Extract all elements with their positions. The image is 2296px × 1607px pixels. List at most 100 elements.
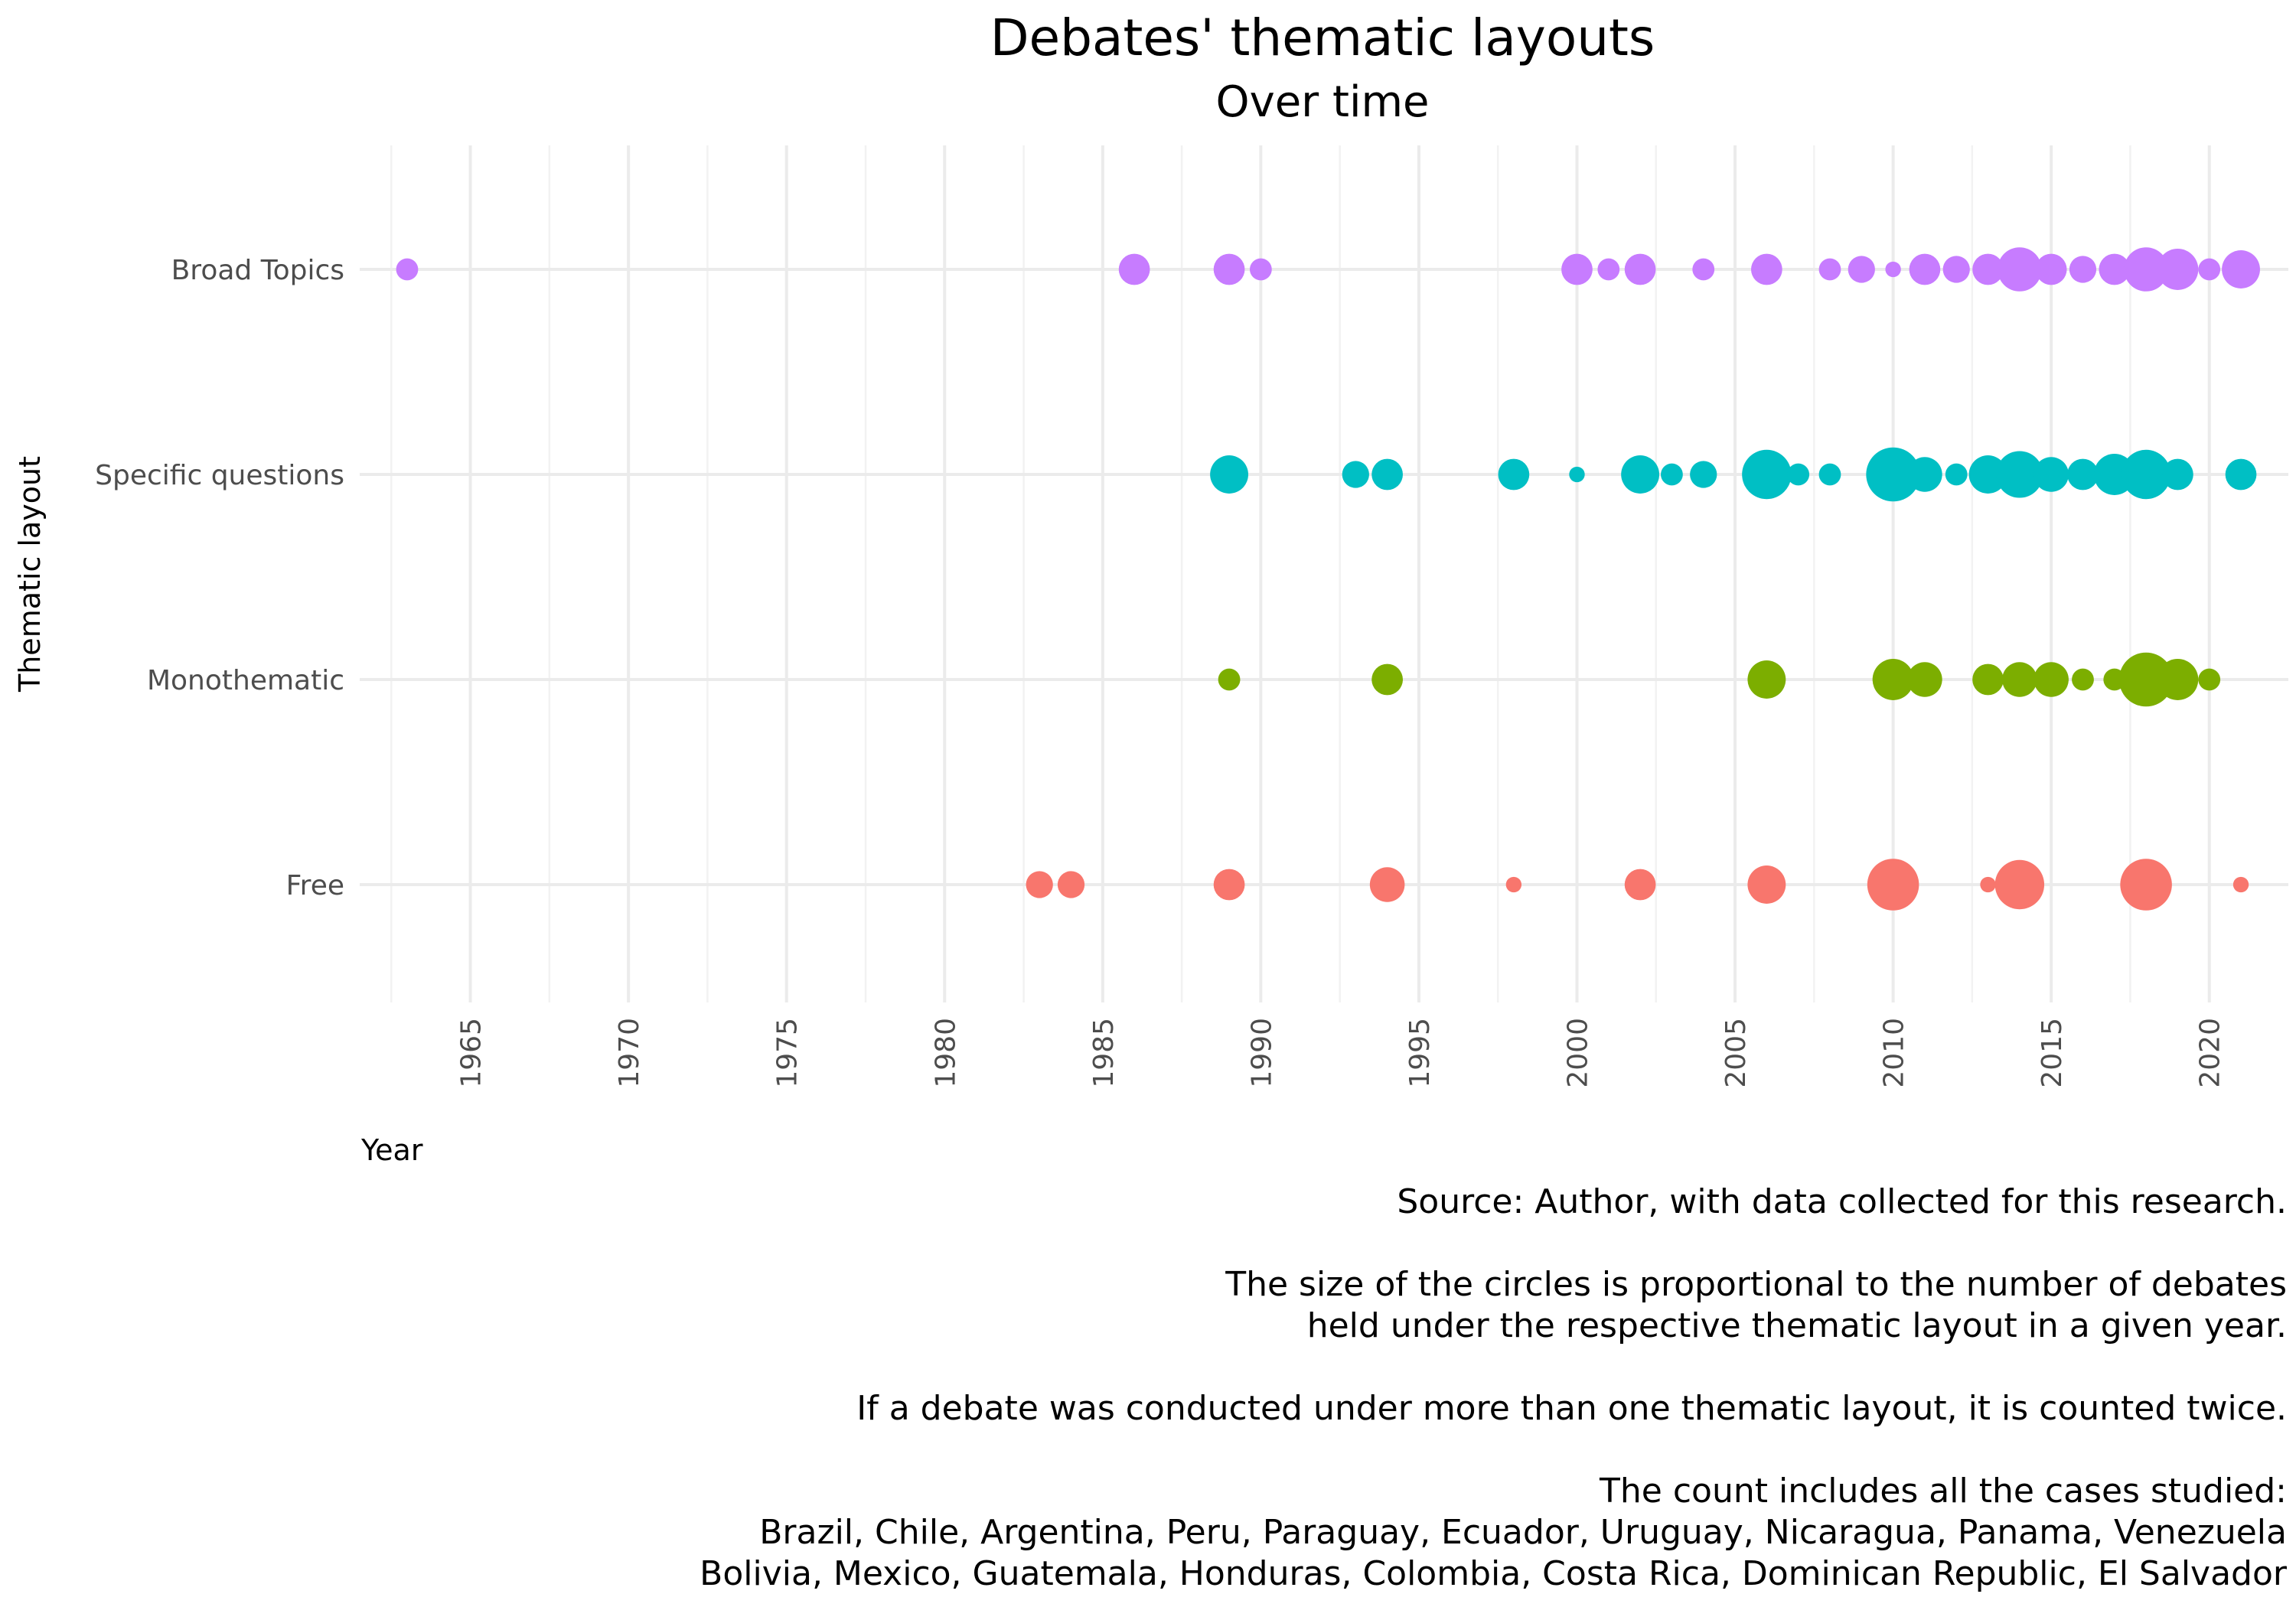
x-tick-label: 2015 — [2037, 1018, 2068, 1088]
x-axis-ticks: 1965 1970 1975 1980 1985 1990 1995 2000 2005 2010… — [456, 1018, 2226, 1088]
x-tick-label: 2010 — [1879, 1018, 1910, 1088]
data-point — [2072, 668, 2094, 691]
data-point — [1742, 449, 1792, 500]
data-point — [2124, 247, 2168, 292]
data-point — [1597, 258, 1620, 281]
x-tick-label: 1980 — [930, 1018, 961, 1088]
y-axis-ticks: Broad Topics Specific questions Monothemat… — [95, 255, 344, 901]
chart-title: Debates' thematic layouts — [990, 8, 1655, 67]
x-tick-label: 1995 — [1404, 1018, 1436, 1088]
data-point — [1498, 458, 1530, 491]
data-point — [1747, 865, 1786, 904]
caption-line: The count includes all the cases studied… — [1599, 1472, 2287, 1511]
data-point — [1872, 659, 1914, 700]
data-point — [2035, 253, 2067, 285]
data-point — [1907, 457, 1942, 492]
data-point — [1342, 461, 1369, 488]
y-tick-label: Monothematic — [147, 665, 344, 696]
data-point — [1057, 871, 1085, 898]
data-point — [2099, 253, 2131, 285]
data-point — [1371, 458, 1403, 491]
data-point — [2067, 458, 2099, 491]
data-point — [1218, 668, 1241, 691]
data-point — [1747, 660, 1786, 699]
data-point — [1942, 256, 1970, 283]
caption-line: If a debate was conducted under more tha… — [856, 1389, 2287, 1428]
caption-line: Source: Author, with data collected for … — [1397, 1182, 2287, 1221]
caption-line: Bolivia, Mexico, Guatemala, Honduras, Co… — [700, 1554, 2288, 1593]
caption-line: The size of the circles is proportional … — [1225, 1265, 2287, 1304]
data-point — [2033, 662, 2069, 697]
data-point — [1818, 258, 1841, 281]
data-point — [2198, 668, 2221, 691]
data-point — [1750, 253, 1782, 285]
data-point — [2069, 256, 2097, 283]
data-point — [1885, 261, 1901, 278]
data-point — [1866, 447, 1920, 502]
data-point — [1998, 247, 2042, 292]
data-point — [2002, 662, 2037, 697]
data-point — [2222, 250, 2260, 288]
x-tick-label: 2000 — [1562, 1018, 1593, 1088]
caption-line: Brazil, Chile, Argentina, Peru, Paraguay… — [759, 1513, 2287, 1552]
grid-lines — [360, 145, 2288, 1002]
data-point — [2033, 457, 2069, 492]
data-point — [396, 258, 419, 281]
data-point — [2120, 859, 2172, 911]
data-point — [2121, 449, 2171, 500]
x-tick-label: 2005 — [1720, 1018, 1752, 1088]
data-point — [1690, 461, 1717, 488]
data-point — [1624, 869, 1656, 901]
data-point — [1787, 463, 1810, 486]
data-point — [2157, 249, 2199, 290]
y-axis-label: Thematic layout — [13, 456, 47, 693]
data-point — [1621, 455, 1660, 494]
data-point — [1867, 859, 1919, 911]
y-tick-label: Broad Topics — [171, 255, 344, 286]
data-point — [1569, 466, 1585, 483]
data-point — [1369, 867, 1405, 902]
data-point — [1996, 451, 2043, 498]
data-point — [2157, 659, 2199, 700]
x-axis-label: Year — [360, 1133, 423, 1167]
chart-subtitle: Over time — [1215, 77, 1429, 127]
data-point — [1210, 455, 1249, 494]
data-point — [1624, 253, 1656, 285]
data-point — [1968, 455, 2007, 494]
data-point — [2162, 458, 2193, 491]
x-tick-label: 2020 — [2195, 1018, 2226, 1088]
x-tick-label: 1965 — [456, 1018, 488, 1088]
data-point — [1994, 859, 2045, 910]
data-point — [1661, 463, 1683, 486]
data-point — [1980, 876, 1996, 893]
x-tick-label: 1990 — [1246, 1018, 1277, 1088]
data-point — [2118, 652, 2174, 707]
data-point — [1213, 869, 1245, 901]
data-point — [1972, 663, 2004, 696]
data-point — [2198, 258, 2221, 281]
data-points — [396, 247, 2260, 911]
x-tick-label: 1975 — [772, 1018, 804, 1088]
data-point — [1118, 253, 1150, 285]
data-point — [1818, 463, 1841, 486]
data-point — [1692, 258, 1715, 281]
y-tick-label: Specific questions — [95, 460, 344, 491]
chart-caption: Source: Author, with data collected for … — [700, 1182, 2288, 1593]
data-point — [1249, 258, 1272, 281]
data-point — [1561, 253, 1593, 285]
data-point — [2225, 458, 2257, 491]
x-tick-label: 1970 — [614, 1018, 645, 1088]
data-point — [1213, 253, 1245, 285]
y-tick-label: Free — [286, 870, 344, 901]
data-point — [1848, 256, 1875, 283]
data-point — [1907, 662, 1942, 697]
data-point — [1505, 876, 1522, 893]
data-point — [1945, 463, 1968, 486]
data-point — [1972, 253, 2004, 285]
data-point — [1371, 663, 1403, 696]
data-point — [2232, 876, 2249, 893]
data-point — [1909, 253, 1941, 285]
x-tick-label: 1985 — [1088, 1018, 1120, 1088]
data-point — [1026, 871, 1053, 898]
